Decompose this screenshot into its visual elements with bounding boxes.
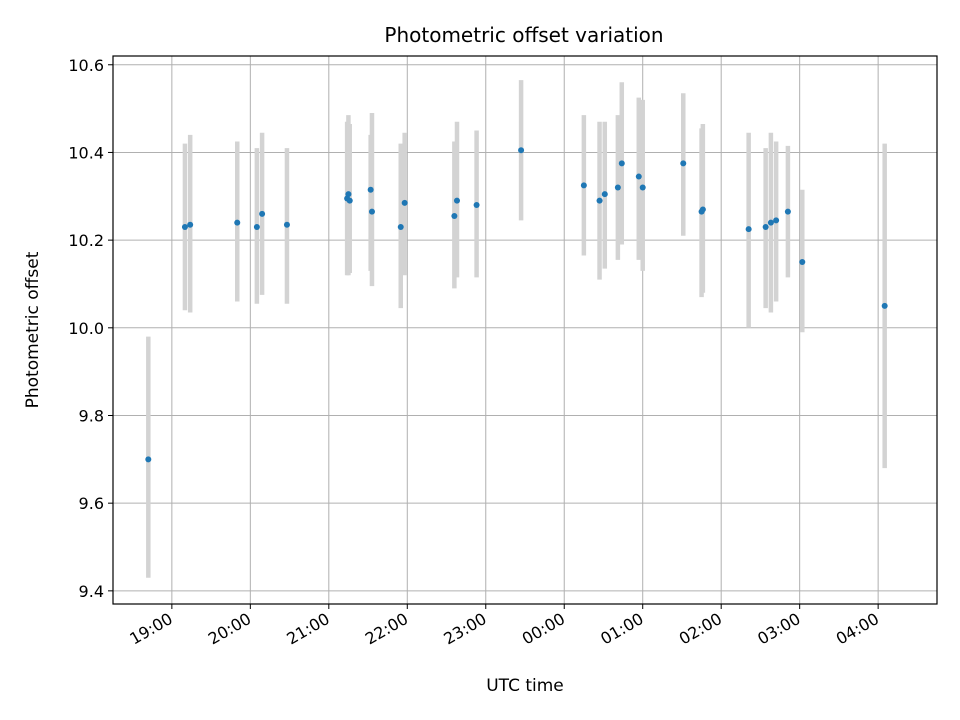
y-tick-label: 9.8 (79, 406, 104, 425)
data-point (259, 210, 266, 217)
data-point (639, 184, 646, 191)
y-tick-label: 10.4 (68, 143, 104, 162)
data-point (397, 223, 404, 230)
data-point (145, 456, 152, 463)
data-point (680, 160, 687, 167)
data-point (635, 173, 642, 180)
data-point (618, 160, 625, 167)
x-axis-label: UTC time (486, 676, 564, 696)
data-point (767, 219, 774, 226)
data-point (518, 147, 525, 154)
data-point (601, 191, 608, 198)
data-point (614, 184, 621, 191)
data-point (368, 208, 375, 215)
data-point (346, 197, 353, 204)
y-axis-label: Photometric offset (23, 251, 43, 408)
grid-lines (113, 56, 937, 604)
y-tick-label: 9.4 (79, 582, 104, 601)
data-point (181, 223, 188, 230)
y-tick-label: 10.2 (68, 231, 104, 250)
data-point (283, 221, 290, 228)
data-point (596, 197, 603, 204)
chart-title: Photometric offset variation (384, 23, 663, 47)
data-point (367, 186, 374, 193)
data-point (799, 259, 806, 266)
data-point (580, 182, 587, 189)
data-point (473, 202, 480, 209)
y-axis-ticks: 9.4 9.6 9.8 10.0 10.2 10.4 10.6 (68, 56, 113, 601)
plot-area-frame (112, 55, 938, 605)
data-point (234, 219, 241, 226)
data-point (401, 199, 408, 206)
data-point (745, 226, 752, 233)
data-point (773, 217, 780, 224)
data-point (699, 206, 706, 213)
data-point (451, 213, 458, 220)
data-point (784, 208, 791, 215)
data-point (253, 223, 260, 230)
data-point (187, 221, 194, 228)
data-point (453, 197, 460, 204)
data-point (881, 302, 888, 309)
data-point (762, 223, 769, 230)
data-point (345, 191, 352, 198)
data-points (145, 147, 888, 463)
y-tick-label: 10.0 (68, 319, 104, 338)
y-tick-label: 10.6 (68, 56, 104, 75)
y-tick-label: 9.6 (79, 494, 104, 513)
